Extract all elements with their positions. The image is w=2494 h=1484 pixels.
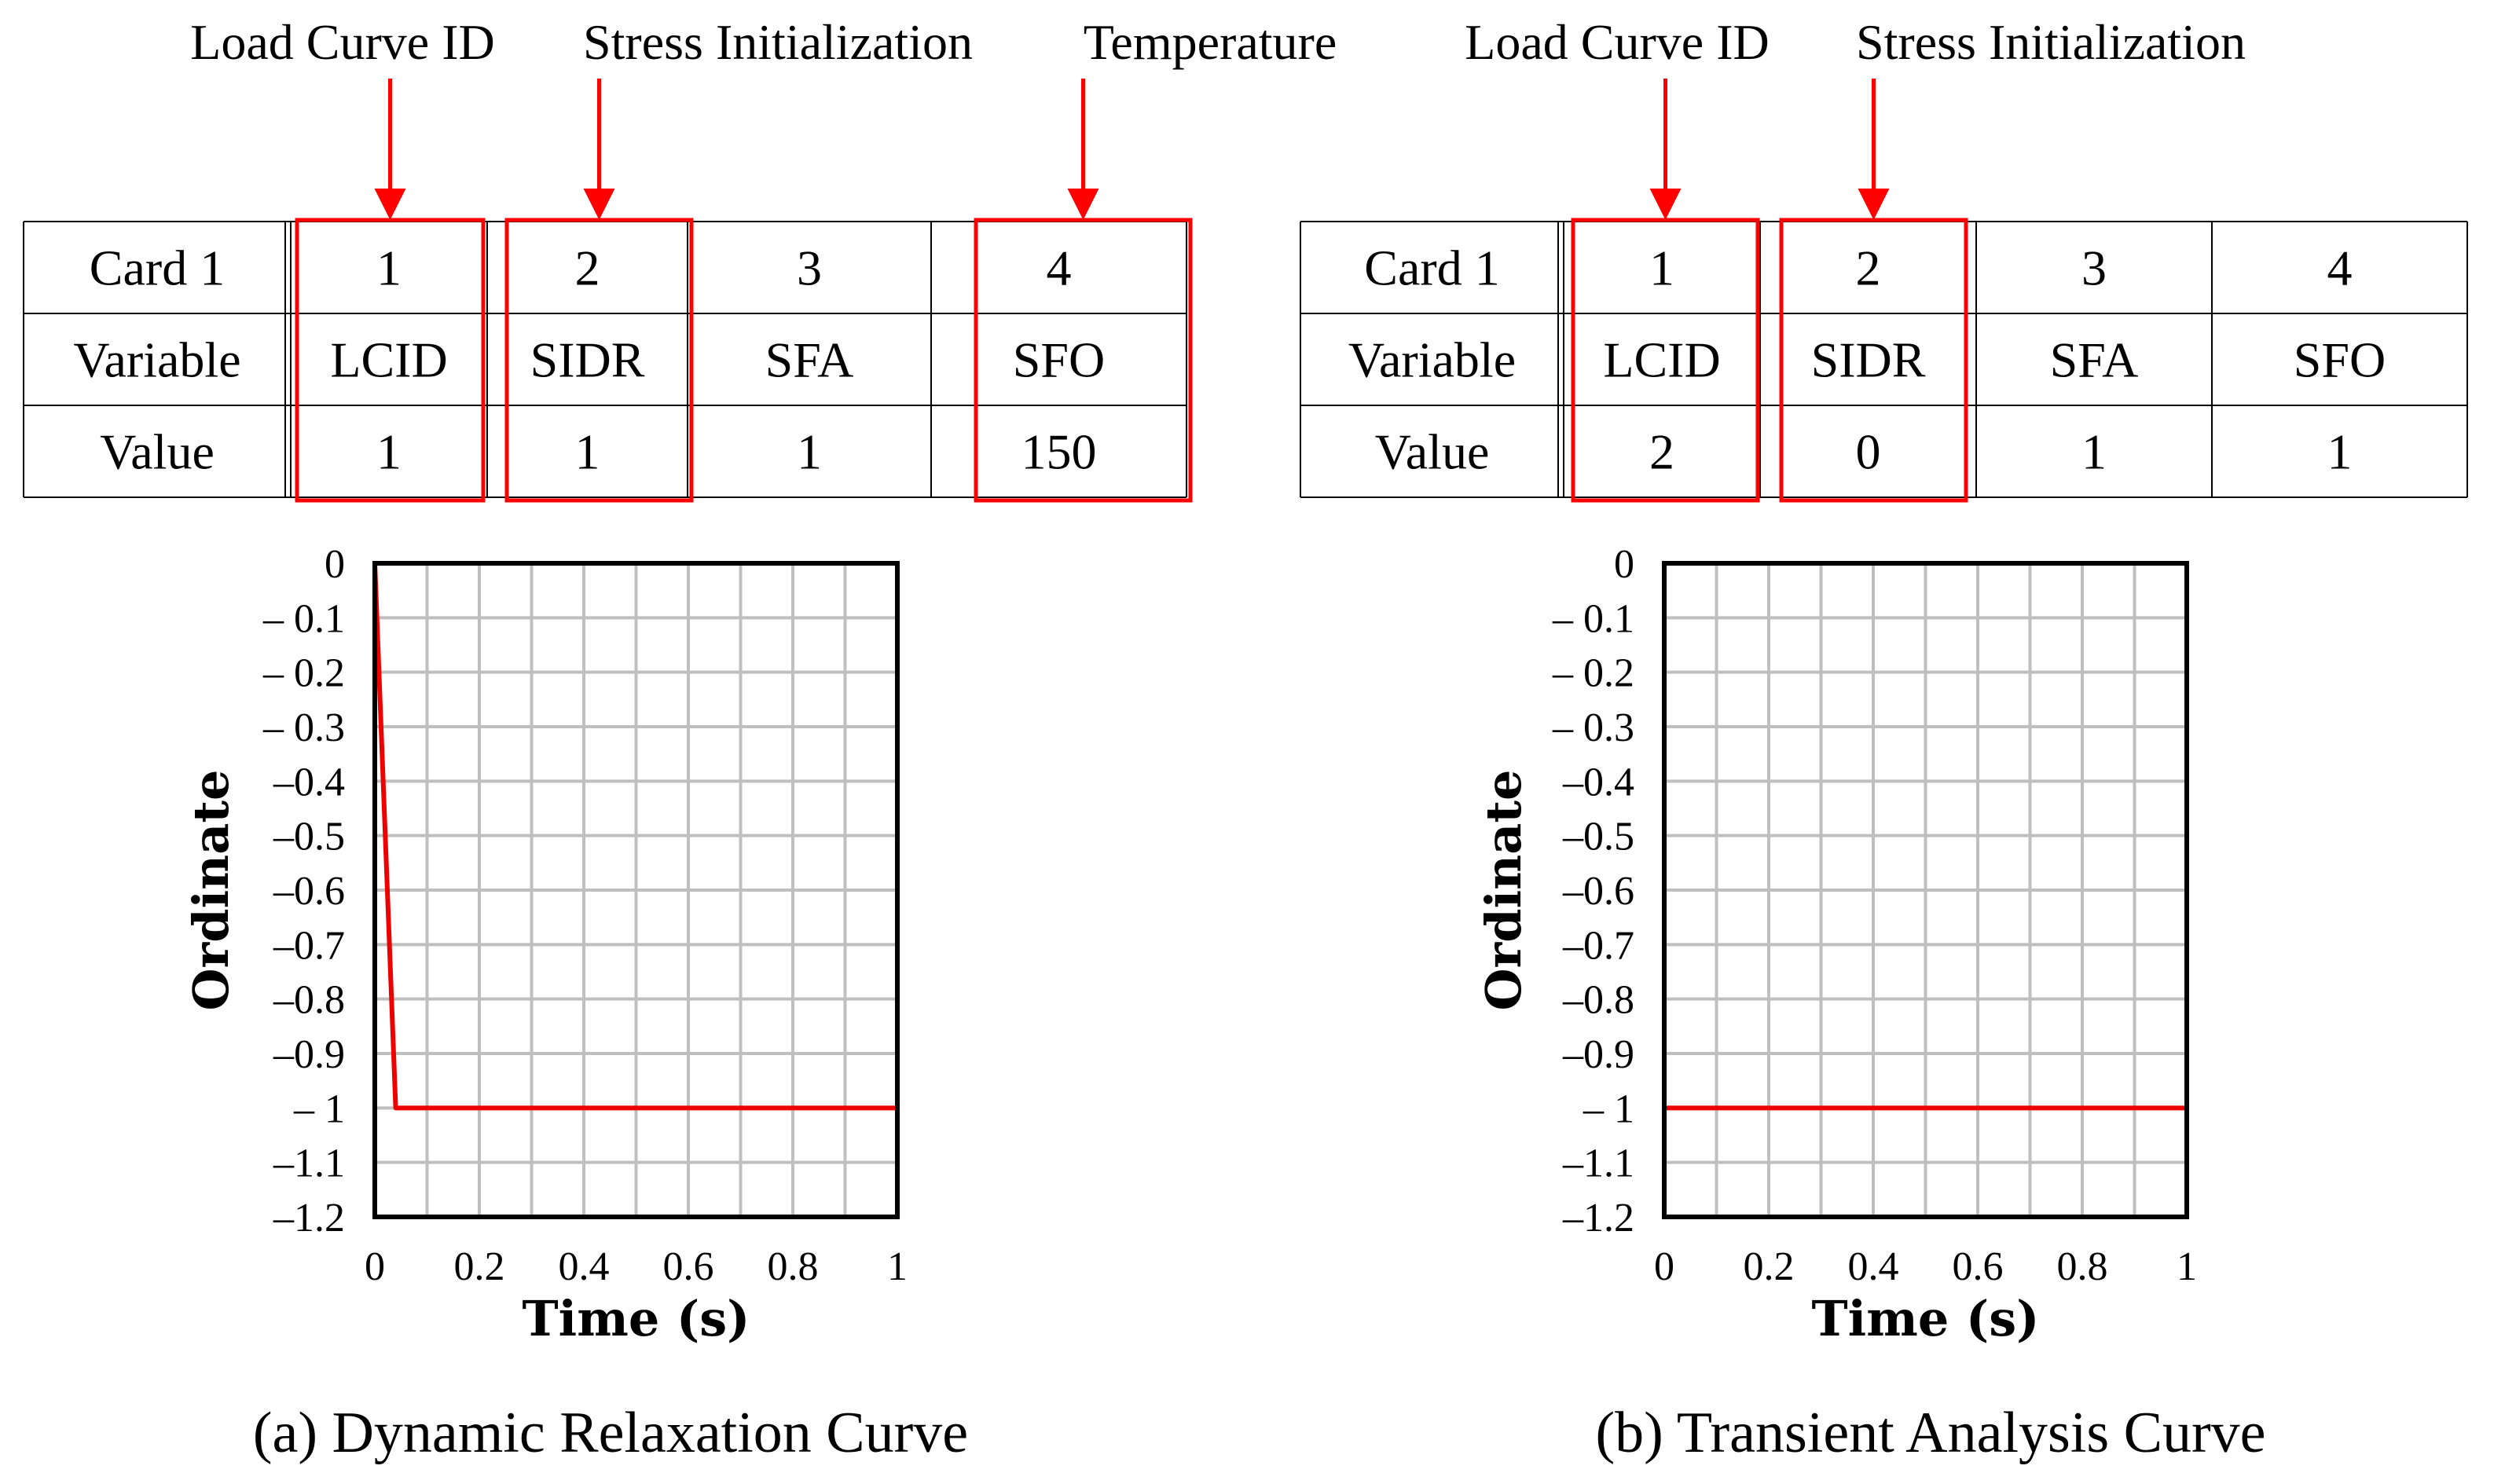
highlight-box-col-1: [295, 218, 486, 503]
y-axis-title: Ordinate: [182, 770, 240, 1011]
y-tick-label: –0.5: [273, 815, 345, 859]
table-cell: 1: [2327, 424, 2353, 480]
y-tick-label: –0.8: [273, 978, 345, 1023]
plot-frame: [1662, 561, 2189, 1219]
table-cell: 1: [376, 240, 402, 296]
table-cell: LCID: [330, 332, 447, 388]
panel-b: Card 1 1 2 3 4 Variable LCID SIDR SFA SFO Value 2 0 1…: [1300, 14, 2468, 1465]
highlight-box-col-1: [1571, 218, 1760, 503]
x-tick-label: 0.4: [559, 1244, 610, 1289]
table-cell: SFA: [2050, 332, 2139, 388]
callout-label: Stress Initialization: [583, 14, 973, 70]
y-tick-label: 0: [325, 542, 345, 587]
table-cell: Value: [1375, 424, 1490, 480]
table-cell: 2: [1649, 424, 1674, 480]
table-cell: Variable: [73, 332, 240, 388]
table-cell: 150: [1021, 424, 1097, 480]
table-cell: SIDR: [1811, 332, 1926, 388]
y-tick-label: – 0.2: [262, 651, 345, 696]
callout-label: Stress Initialization: [1856, 14, 2246, 70]
table-cell: SIDR: [530, 332, 645, 388]
table-cell: Variable: [1348, 332, 1516, 388]
x-axis-title: Time (s): [1812, 1290, 2040, 1347]
table-cell: 1: [797, 424, 822, 480]
x-tick-label: 0: [365, 1244, 385, 1289]
panel-caption: (a) Dynamic Relaxation Curve: [253, 1401, 968, 1465]
y-tick-label: –0.6: [1562, 869, 1634, 914]
table-cell: 3: [797, 240, 822, 296]
y-tick-label: –0.7: [1562, 923, 1634, 968]
y-tick-label: –1.1: [273, 1141, 345, 1186]
table-cell: 2: [575, 240, 600, 296]
x-tick-label: 0.8: [2057, 1244, 2108, 1289]
x-tick-label: 0: [1654, 1244, 1674, 1289]
table-cell: 2: [1856, 240, 1881, 296]
table-cell: SFO: [1013, 332, 1105, 388]
chart: 0 – 0.1 – 0.2 – 0.3 –0.4 –0.5 –0.6 –0.7 –0.8 –0.9…: [1475, 542, 2197, 1347]
table-cell: 1: [1649, 240, 1674, 296]
table-cell: Card 1: [90, 240, 225, 296]
plot-frame: [372, 561, 900, 1219]
y-tick-label: – 0.1: [262, 596, 345, 641]
y-tick-label: – 1: [293, 1086, 345, 1131]
panel-caption: (b) Transient Analysis Curve: [1595, 1401, 2265, 1465]
table-cell: 4: [1047, 240, 1072, 296]
x-tick-label: 0.8: [768, 1244, 819, 1289]
highlight-box-col-2: [1779, 218, 1968, 503]
y-tick-label: –0.4: [1562, 760, 1634, 804]
y-tick-label: –0.7: [273, 923, 345, 968]
x-tick-label: 1: [2177, 1244, 2197, 1289]
table-cell: Card 1: [1364, 240, 1499, 296]
table-cell: Value: [100, 424, 215, 480]
highlight-box-col-2: [504, 218, 694, 503]
y-tick-label: –1.1: [1562, 1141, 1634, 1186]
y-tick-label: – 1: [1583, 1086, 1634, 1131]
series-line: [372, 562, 897, 1111]
panel-a: Card 1 1 2 3 4 Variable LCID SIDR SFA SFO Value 1 1 1…: [23, 14, 1337, 1465]
x-axis-title: Time (s): [523, 1290, 750, 1347]
y-tick-label: – 0.1: [1552, 596, 1634, 641]
y-tick-label: 0: [1614, 542, 1634, 587]
y-tick-label: –0.8: [1562, 978, 1634, 1023]
table-cell: 3: [2081, 240, 2107, 296]
table-cell: 4: [2327, 240, 2353, 296]
y-tick-label: –0.5: [1562, 815, 1634, 859]
table-cell: SFA: [765, 332, 854, 388]
x-tick-label: 0.4: [1848, 1244, 1899, 1289]
y-tick-label: –1.2: [1562, 1196, 1634, 1240]
table-cell: SFO: [2294, 332, 2386, 388]
x-tick-label: 0.2: [1744, 1244, 1795, 1289]
callout-label: Temperature: [1084, 14, 1337, 70]
callout-label: Load Curve ID: [190, 14, 494, 70]
table-cell: 1: [376, 424, 402, 480]
x-tick-label: 0.6: [1953, 1244, 2004, 1289]
y-tick-label: – 0.2: [1552, 651, 1634, 696]
y-tick-label: –0.6: [273, 869, 345, 914]
callout-label: Load Curve ID: [1465, 14, 1769, 70]
x-tick-label: 0.6: [663, 1244, 714, 1289]
y-tick-label: – 0.3: [262, 705, 345, 750]
table-cell: 0: [1856, 424, 1881, 480]
y-axis-title: Ordinate: [1475, 770, 1532, 1011]
table-cell: 1: [575, 424, 600, 480]
table-cell: LCID: [1603, 332, 1720, 388]
x-tick-label: 1: [887, 1244, 908, 1289]
y-tick-label: –0.4: [273, 760, 345, 804]
y-tick-label: – 0.3: [1552, 705, 1634, 750]
parameter-table: Card 1 1 2 3 4 Variable LCID SIDR SFA SFO Value 2 0 1…: [1300, 221, 2468, 498]
y-tick-label: –0.9: [273, 1032, 345, 1077]
y-tick-label: –1.2: [273, 1196, 345, 1240]
x-tick-label: 0.2: [454, 1244, 505, 1289]
chart: 0 – 0.1 – 0.2 – 0.3 –0.4 –0.5 –0.6 –0.7 –0.8 –0.9…: [182, 542, 908, 1347]
y-tick-label: –0.9: [1562, 1032, 1634, 1077]
parameter-table: Card 1 1 2 3 4 Variable LCID SIDR SFA SFO Value 1 1 1…: [23, 221, 1187, 498]
highlight-box-col-4: [974, 218, 1193, 503]
table-cell: 1: [2081, 424, 2107, 480]
